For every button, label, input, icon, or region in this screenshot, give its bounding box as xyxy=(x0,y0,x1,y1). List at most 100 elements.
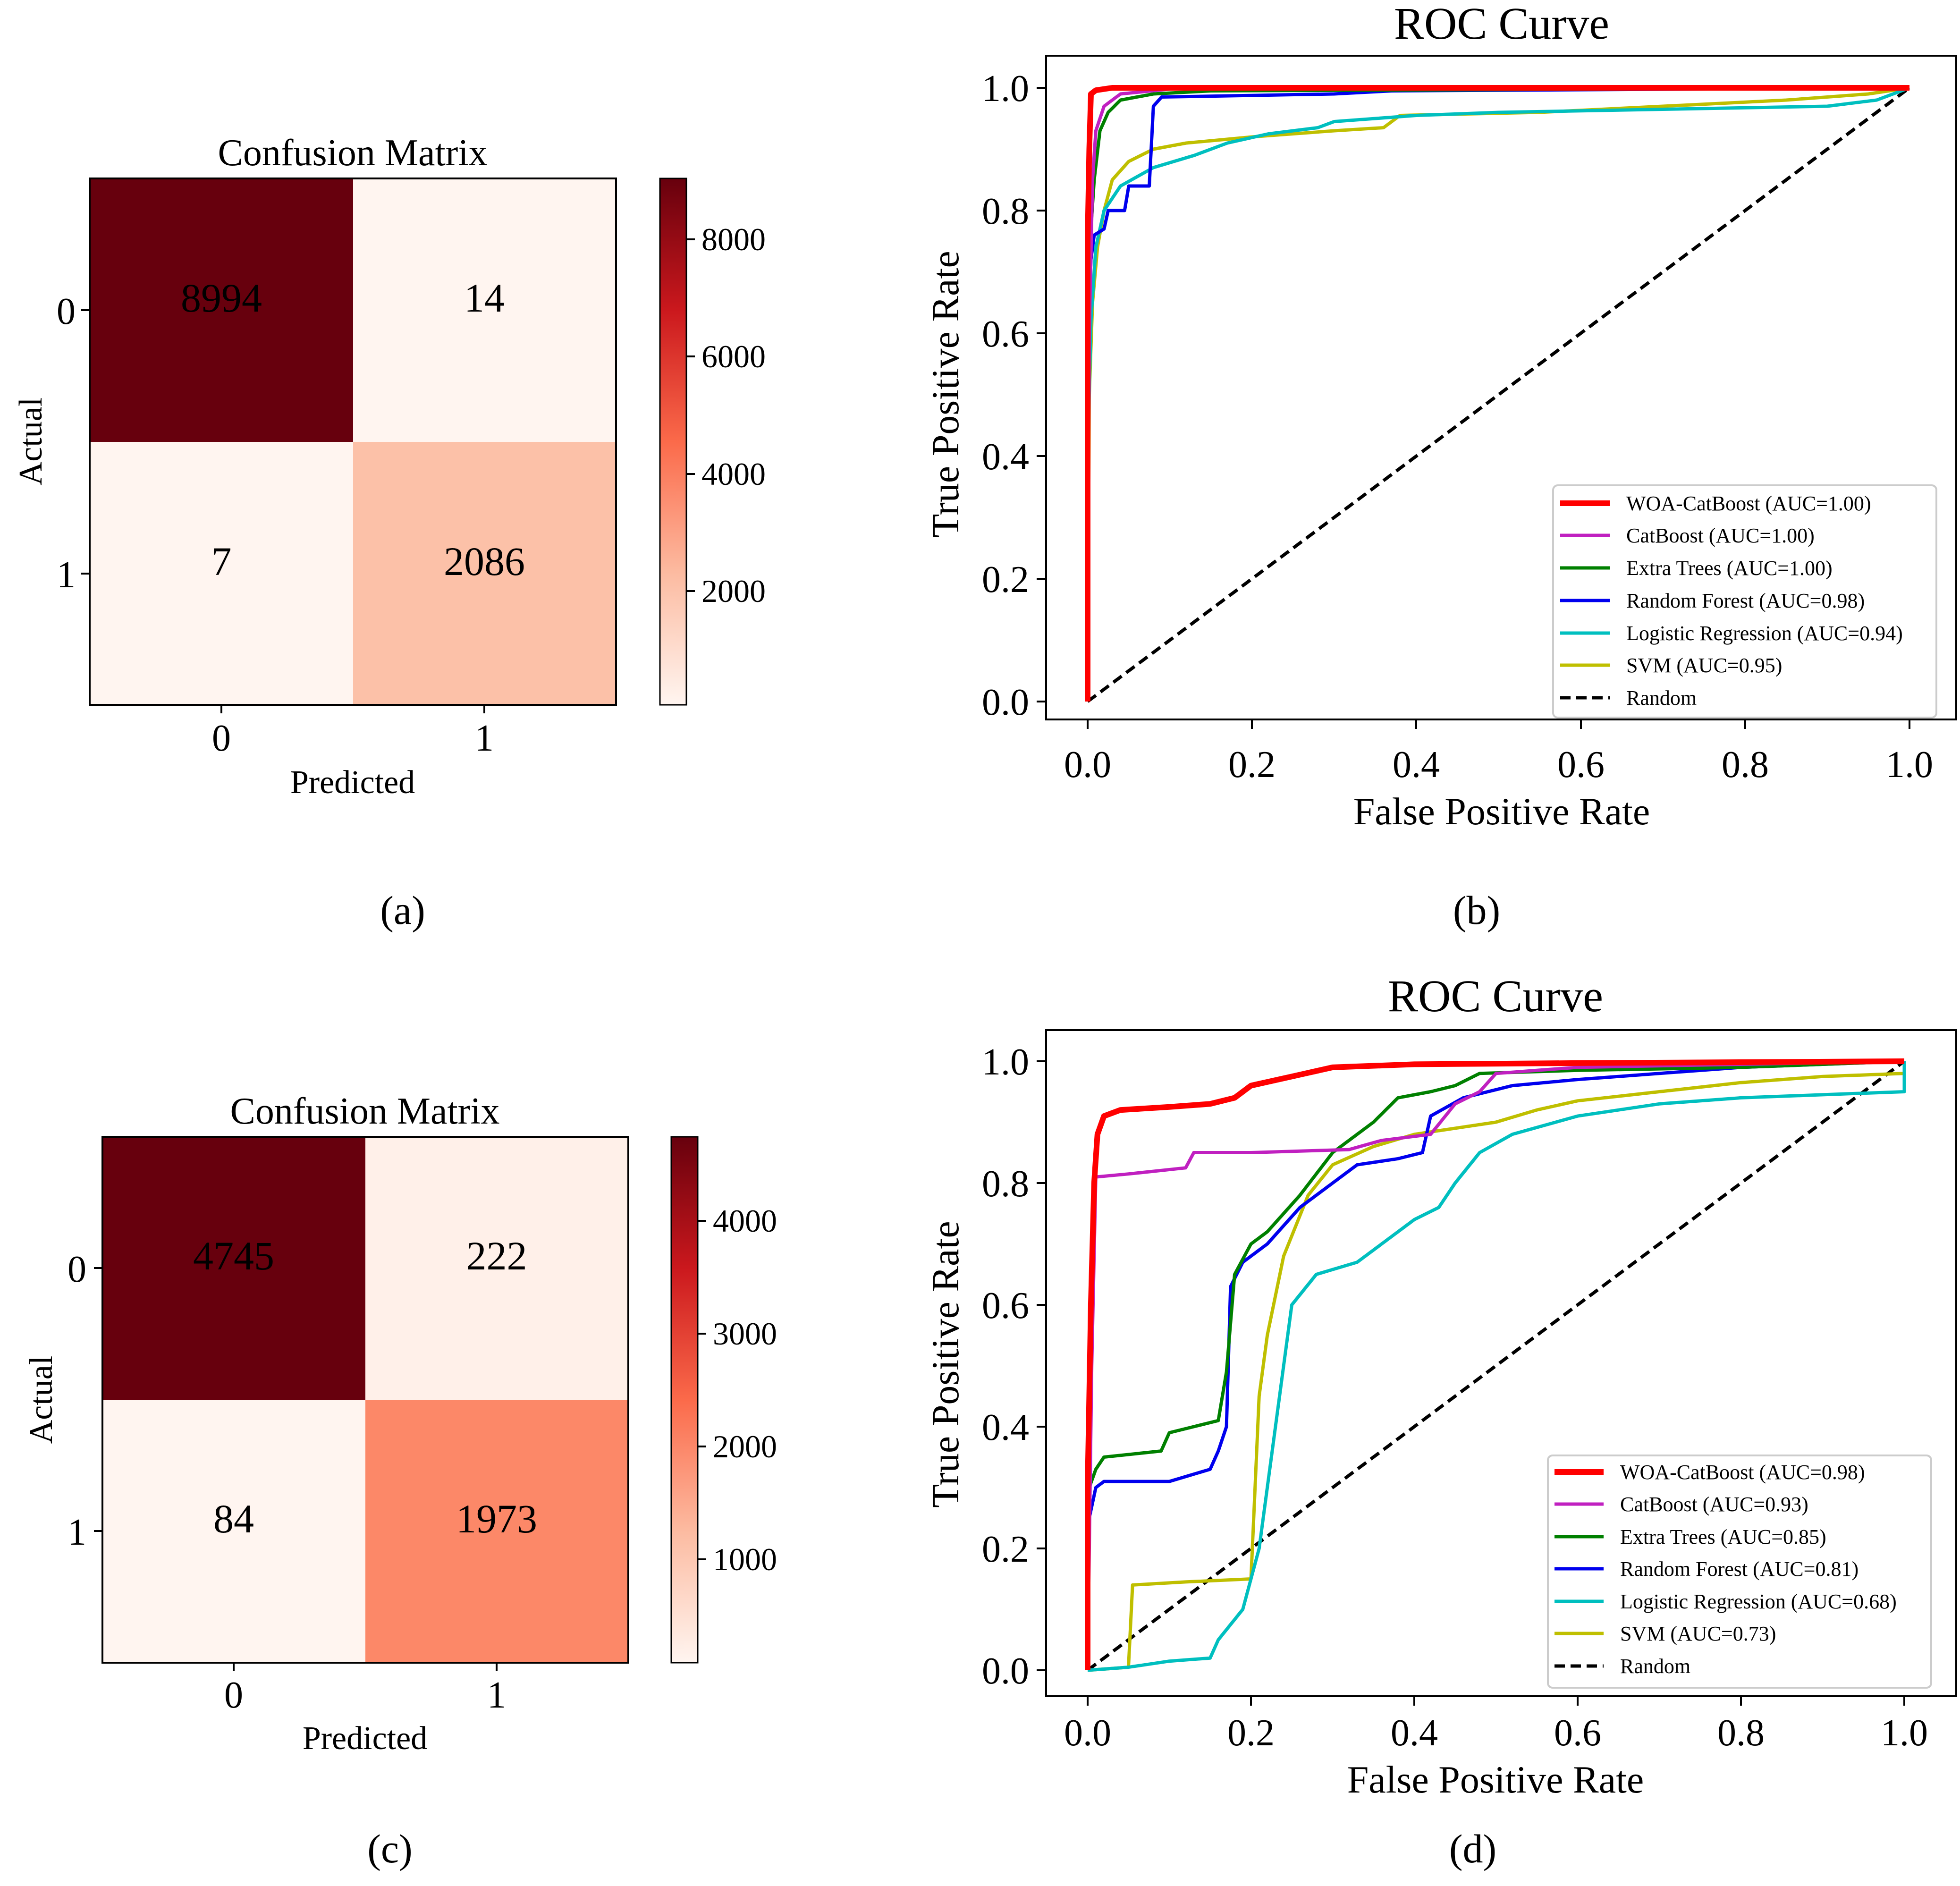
panel-c: Confusion Matrix 4745 222 84 1973 0 1 0 … xyxy=(23,1091,777,1871)
cm-c-title: Confusion Matrix xyxy=(230,1091,499,1132)
cm-a-ylabel-0: 0 xyxy=(57,291,76,332)
roc-b-legend-label-0: WOA-CatBoost (AUC=1.00) xyxy=(1626,492,1871,515)
panel-d: ROC Curve 0.0 0.2 0.4 0.6 0.8 1.0 0.0 0.… xyxy=(924,971,1957,1871)
roc-b-xtick-label-3: 0.6 xyxy=(1557,744,1605,786)
roc-b-legend-label-1: CatBoost (AUC=1.00) xyxy=(1626,524,1815,547)
cm-a-value-0-1: 14 xyxy=(464,275,505,321)
cm-c-colorbar-ticks: 1000 2000 3000 4000 xyxy=(698,1203,777,1577)
roc-b-legend-label-4: Logistic Regression (AUC=0.94) xyxy=(1626,622,1903,645)
roc-d-series-random xyxy=(1086,1060,1906,1672)
roc-b-legend-box xyxy=(1552,484,1937,719)
roc-d-series-line-1 xyxy=(1086,1059,1905,1671)
roc-b-title: ROC Curve xyxy=(1394,0,1609,49)
cm-c-value-0-0: 4745 xyxy=(193,1233,274,1278)
cm-c-ylabel-0: 0 xyxy=(68,1249,86,1290)
roc-b-curves xyxy=(1085,85,1911,703)
cm-a-axis-ylabel: Actual xyxy=(13,397,49,486)
cm-a-frame xyxy=(89,178,617,706)
cbar-a-label-6000: 6000 xyxy=(701,338,766,374)
panel-label-d: (d) xyxy=(1449,1826,1496,1871)
roc-d-legend-box xyxy=(1547,1455,1932,1689)
roc-b-legend-label-2: Extra Trees (AUC=1.00) xyxy=(1626,557,1833,580)
roc-b-ytick-label-2: 0.4 xyxy=(982,436,1029,478)
cm-c-cell-0-1 xyxy=(365,1137,628,1400)
roc-d-ytick-label-1: 0.2 xyxy=(982,1529,1029,1570)
cm-a-ylabel-1: 1 xyxy=(57,554,76,596)
roc-b-legend-label-5: SVM (AUC=0.95) xyxy=(1626,654,1782,677)
cm-c-ylabel-1: 1 xyxy=(68,1512,86,1553)
cm-a-axis-xlabel: Predicted xyxy=(290,764,415,801)
cm-c-frame xyxy=(101,1136,629,1664)
roc-b-series-random xyxy=(1086,86,1911,703)
roc-b-series-line-0 xyxy=(1085,85,1909,702)
cm-a-xlabel-0: 0 xyxy=(212,718,231,759)
roc-d-legend-label-0: WOA-CatBoost (AUC=0.98) xyxy=(1620,1461,1865,1484)
cm-c-cell-1-1 xyxy=(365,1400,628,1663)
roc-d-xtick-label-0: 0.0 xyxy=(1064,1712,1111,1754)
cbar-a-label-2000: 2000 xyxy=(701,573,766,609)
roc-d-title: ROC Curve xyxy=(1388,971,1603,1021)
roc-b-xtick-label-4: 0.8 xyxy=(1722,744,1769,786)
cm-a-xlabel-1: 1 xyxy=(475,718,494,759)
roc-d-series-line-0 xyxy=(1085,1058,1905,1670)
roc-b-ylabel: True Positive Rate xyxy=(924,251,967,537)
roc-d-ticks: 0.0 0.2 0.4 0.6 0.8 1.0 0.0 0.2 0.4 0.6 … xyxy=(982,1041,1928,1754)
cm-c-value-1-1: 1973 xyxy=(456,1496,537,1541)
roc-b-xtick-label-2: 0.4 xyxy=(1393,744,1440,786)
cm-a-cell-0-0 xyxy=(90,178,353,442)
cm-c-cell-0-0 xyxy=(102,1137,365,1400)
roc-b-xtick-label-1: 0.2 xyxy=(1228,744,1276,786)
panel-a: Confusion Matrix 8994 14 7 2086 0 1 0 1 … xyxy=(13,132,766,933)
cbar-c-label-3000: 3000 xyxy=(713,1316,777,1352)
roc-d-legend-label-3: Random Forest (AUC=0.81) xyxy=(1620,1557,1859,1581)
roc-b-xlabel: False Positive Rate xyxy=(1353,790,1650,833)
cm-c-value-0-1: 222 xyxy=(466,1233,527,1278)
cbar-c-label-4000: 4000 xyxy=(713,1203,777,1239)
roc-d-plot-frame xyxy=(1045,1029,1957,1697)
roc-b-ytick-label-0: 0.0 xyxy=(982,682,1029,723)
roc-b-ytick-label-5: 1.0 xyxy=(982,68,1029,110)
roc-d-xtick-label-3: 0.6 xyxy=(1554,1712,1601,1754)
roc-b-ytick-label-1: 0.2 xyxy=(982,559,1029,600)
roc-d-legend: WOA-CatBoost (AUC=0.98) CatBoost (AUC=0.… xyxy=(1547,1455,1932,1689)
roc-d-legend-label-4: Logistic Regression (AUC=0.68) xyxy=(1620,1590,1897,1613)
cm-a-title: Confusion Matrix xyxy=(218,132,487,174)
roc-b-legend: WOA-CatBoost (AUC=1.00) CatBoost (AUC=1.… xyxy=(1552,484,1937,719)
cm-a-cell-1-1 xyxy=(353,442,616,705)
cbar-c-label-1000: 1000 xyxy=(713,1541,777,1577)
roc-d-ytick-label-3: 0.6 xyxy=(982,1285,1029,1327)
roc-d-legend-label-2: Extra Trees (AUC=0.85) xyxy=(1620,1525,1826,1548)
panel-label-b: (b) xyxy=(1453,888,1500,933)
roc-d-xtick-label-1: 0.2 xyxy=(1227,1712,1275,1754)
cm-a-colorbar-ticks: 2000 4000 6000 8000 xyxy=(686,221,766,609)
roc-b-legend-label-6: Random xyxy=(1626,686,1697,710)
roc-b-ytick-label-4: 0.8 xyxy=(982,191,1029,232)
cm-a-cell-1-0 xyxy=(90,442,353,705)
cbar-a-label-8000: 8000 xyxy=(701,221,766,257)
roc-d-series-line-5 xyxy=(1087,1061,1906,1672)
cm-c-cell-1-0 xyxy=(102,1400,365,1663)
roc-b-ytick-label-3: 0.6 xyxy=(982,313,1029,355)
roc-b-xtick-label-5: 1.0 xyxy=(1886,744,1933,786)
cm-c-xlabel-0: 0 xyxy=(224,1675,243,1716)
roc-b-series-line-4 xyxy=(1086,86,1910,702)
roc-d-ytick-label-5: 1.0 xyxy=(982,1041,1029,1083)
panel-label-c: (c) xyxy=(367,1826,412,1871)
roc-b-plot-frame xyxy=(1045,55,1957,720)
roc-d-xtick-label-4: 0.8 xyxy=(1717,1712,1765,1754)
cbar-a-label-4000: 4000 xyxy=(701,456,766,492)
roc-d-ytick-label-4: 0.8 xyxy=(982,1163,1029,1205)
roc-b-xtick-label-0: 0.0 xyxy=(1064,744,1111,786)
roc-b-legend-label-3: Random Forest (AUC=0.98) xyxy=(1626,589,1865,612)
roc-d-legend-label-5: SVM (AUC=0.73) xyxy=(1620,1622,1776,1645)
panel-label-a: (a) xyxy=(380,888,425,933)
roc-d-legend-label-1: CatBoost (AUC=0.93) xyxy=(1620,1493,1808,1516)
cm-a-colorbar xyxy=(659,178,687,706)
roc-d-ylabel: True Positive Rate xyxy=(924,1221,967,1507)
cm-c-xlabel-1: 1 xyxy=(487,1675,506,1716)
roc-d-xtick-label-5: 1.0 xyxy=(1881,1712,1928,1754)
roc-d-series-line-4 xyxy=(1087,1061,1906,1672)
cm-c-colorbar xyxy=(670,1136,699,1664)
roc-d-ytick-label-0: 0.0 xyxy=(982,1650,1029,1692)
